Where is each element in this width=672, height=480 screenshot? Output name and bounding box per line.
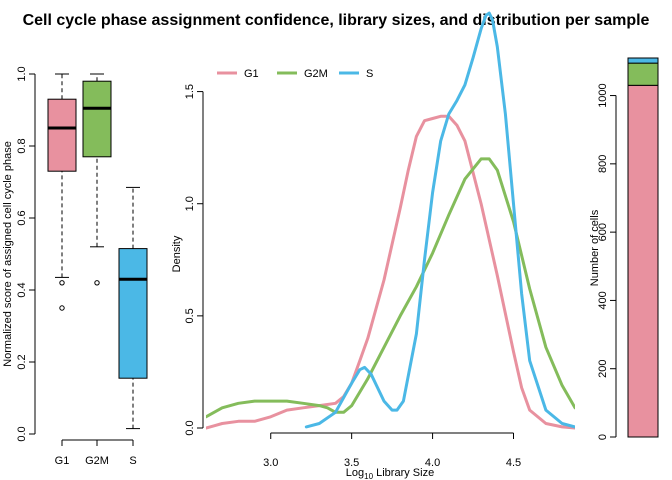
bar-y-tick-label: 1000 (597, 83, 609, 107)
box-x-tick-label: S (129, 455, 136, 467)
chart-title: Cell cycle phase assignment confidence, … (23, 12, 650, 29)
box-outlier (94, 280, 100, 286)
boxplot-panel: 0.0 0.2 0.4 0.6 0.8 1.0 Normalized score of as… (2, 66, 148, 467)
stacked-bar-panel: 0 200 400 600 800 1000 Number of cells (589, 57, 659, 440)
box-y-tick-label: 0.2 (16, 354, 28, 369)
box-body (47, 98, 77, 172)
box-y-axis-label: Normalized score of assigned cell cycle … (2, 141, 14, 367)
bar-segment-s (627, 57, 659, 64)
legend-label-s: S (366, 68, 373, 80)
box-g1 (47, 73, 77, 311)
density-y-tick-label: 1.5 (184, 84, 196, 99)
box-g2m (82, 73, 112, 286)
density-line-g1 (206, 114, 575, 430)
bar-segment-g2m (627, 62, 659, 86)
density-panel: 0.0 0.5 1.0 1.5 Density 3.0 3.5 4.0 4.5 Log10 Lib… (171, 11, 575, 480)
box-outlier (59, 280, 65, 286)
density-x-tick-label: 4.0 (425, 457, 440, 469)
legend-label-g1: G1 (244, 68, 259, 80)
density-y-tick-label: 0.5 (184, 308, 196, 323)
density-y-axis-label: Density (171, 235, 183, 272)
box-s (118, 186, 148, 430)
bar-y-axis-label: Number of cells (589, 209, 601, 286)
box-y-tick-label: 0.4 (16, 282, 28, 297)
density-x-tick-label: 3.5 (344, 457, 359, 469)
bar-y-tick-label: 600 (597, 223, 609, 241)
bar-y-tick-label: 400 (597, 291, 609, 309)
legend-label-g2m: G2M (304, 68, 328, 80)
box-outlier (59, 305, 65, 311)
box-y-tick-label: 1.0 (16, 66, 28, 81)
density-y-tick-label: 0.0 (184, 420, 196, 435)
box-y-tick-label: 0.8 (16, 138, 28, 153)
box-y-tick-label: 0.0 (16, 426, 28, 441)
box-y-tick-label: 0.6 (16, 210, 28, 225)
box-x-tick-label: G2M (85, 455, 109, 467)
density-line-s (304, 11, 575, 429)
density-x-tick-label: 3.0 (263, 457, 278, 469)
density-y-tick-label: 1.0 (184, 196, 196, 211)
bar-y-tick-label: 200 (597, 360, 609, 378)
density-line-g2m (206, 157, 575, 419)
bar-y-tick-label: 800 (597, 155, 609, 173)
density-x-tick-label: 4.5 (506, 457, 521, 469)
box-x-tick-label: G1 (55, 455, 70, 467)
density-x-axis-label: Log10 Library Size (346, 467, 434, 480)
bar-segment-g1 (627, 84, 659, 438)
box-body (82, 80, 112, 158)
box-body (118, 248, 148, 379)
bar-y-tick-label: 0 (597, 434, 609, 440)
